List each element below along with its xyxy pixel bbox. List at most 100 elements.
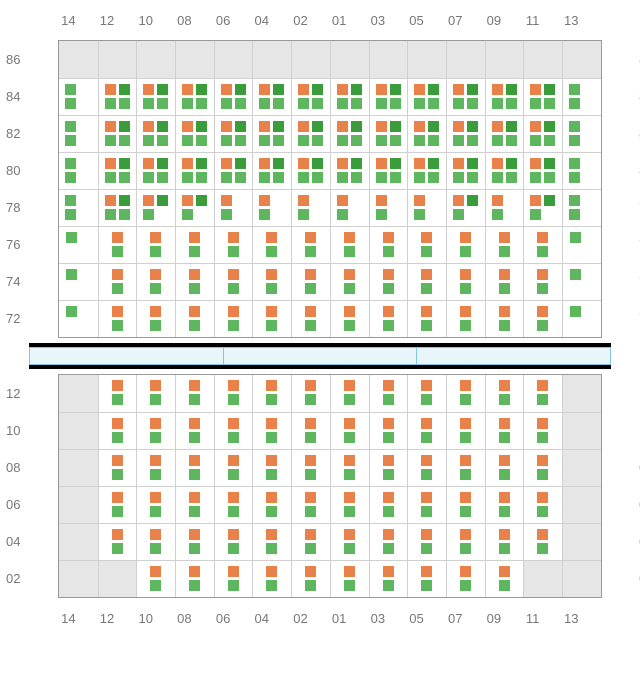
- column-label: 13: [552, 13, 591, 28]
- status-block: [421, 246, 432, 257]
- row-label: 78: [0, 189, 29, 226]
- status-block: [428, 158, 439, 169]
- status-block: [376, 84, 387, 95]
- status-block: [506, 135, 517, 146]
- grid-cell: [98, 41, 137, 78]
- grid-cell: [446, 375, 485, 412]
- status-block: [337, 98, 348, 109]
- status-block: [530, 172, 541, 183]
- grid-cell: [175, 449, 214, 486]
- grid-cell: [214, 560, 253, 597]
- status-block: [414, 172, 425, 183]
- status-block: [150, 380, 161, 391]
- status-block: [537, 543, 548, 554]
- status-block: [143, 98, 154, 109]
- grid-cell: [59, 115, 98, 152]
- status-block: [150, 283, 161, 294]
- status-block: [421, 543, 432, 554]
- status-block: [150, 320, 161, 331]
- status-block: [182, 84, 193, 95]
- grid-cell: [446, 560, 485, 597]
- grid-cell: [175, 560, 214, 597]
- row-label: 12: [631, 375, 640, 412]
- status-block: [182, 195, 193, 206]
- status-block: [105, 98, 116, 109]
- divider-segment: [29, 347, 224, 365]
- grid-cell: [562, 226, 601, 263]
- grid-cell: [485, 226, 524, 263]
- grid-cell: [291, 41, 330, 78]
- status-block: [383, 320, 394, 331]
- grid-cell: [291, 449, 330, 486]
- status-block: [228, 566, 239, 577]
- grid-row: [59, 560, 601, 597]
- status-block: [65, 121, 76, 132]
- status-block: [266, 529, 277, 540]
- grid-cell: [485, 115, 524, 152]
- status-block: [312, 98, 323, 109]
- status-block: [383, 432, 394, 443]
- status-block: [499, 566, 510, 577]
- status-block: [228, 320, 239, 331]
- status-block: [499, 320, 510, 331]
- status-block: [112, 432, 123, 443]
- grid-cell: [98, 152, 137, 189]
- row-labels-right: 8684828078767472: [631, 40, 640, 338]
- status-block: [259, 195, 270, 206]
- row-label: 82: [631, 115, 640, 152]
- grid-cell: [252, 523, 291, 560]
- grid-cell: [485, 412, 524, 449]
- row-label: 08: [631, 449, 640, 486]
- status-block: [421, 418, 432, 429]
- column-label: 11: [513, 13, 552, 28]
- status-block: [228, 246, 239, 257]
- grid-row: [59, 41, 601, 78]
- row-label: 04: [0, 523, 29, 560]
- grid-cell: [59, 560, 98, 597]
- grid-cell: [214, 486, 253, 523]
- status-block: [228, 492, 239, 503]
- grid-cell: [136, 152, 175, 189]
- status-block: [344, 394, 355, 405]
- status-block: [414, 84, 425, 95]
- status-block: [157, 135, 168, 146]
- grid-cell: [214, 449, 253, 486]
- status-block: [344, 246, 355, 257]
- status-block: [266, 380, 277, 391]
- status-block: [228, 394, 239, 405]
- status-block: [383, 269, 394, 280]
- status-block: [305, 566, 316, 577]
- top-grid-section: 86848280787674728684828078767472: [0, 40, 640, 338]
- status-block: [105, 209, 116, 220]
- status-block: [157, 158, 168, 169]
- status-block: [157, 84, 168, 95]
- status-block: [305, 529, 316, 540]
- grid-cell: [252, 375, 291, 412]
- grid-row: [59, 412, 601, 449]
- row-label: 86: [631, 41, 640, 78]
- status-block: [312, 135, 323, 146]
- status-block: [460, 492, 471, 503]
- status-block: [298, 135, 309, 146]
- status-block: [189, 418, 200, 429]
- status-block: [428, 121, 439, 132]
- status-block: [421, 306, 432, 317]
- status-block: [298, 84, 309, 95]
- row-label: 86: [0, 41, 29, 78]
- status-block: [235, 84, 246, 95]
- grid-cell: [523, 152, 562, 189]
- grid-cell: [136, 263, 175, 300]
- status-block: [570, 232, 581, 243]
- status-block: [150, 469, 161, 480]
- status-block: [421, 380, 432, 391]
- status-block: [414, 98, 425, 109]
- status-block: [259, 158, 270, 169]
- grid-cell: [175, 115, 214, 152]
- grid-cell: [252, 300, 291, 337]
- status-block: [119, 135, 130, 146]
- status-block: [235, 172, 246, 183]
- row-label: 82: [0, 115, 29, 152]
- grid-cell: [252, 412, 291, 449]
- status-block: [383, 232, 394, 243]
- status-block: [66, 232, 77, 243]
